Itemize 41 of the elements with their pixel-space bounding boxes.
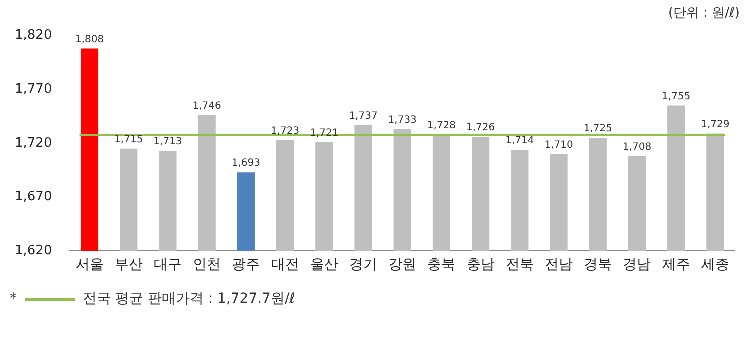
data-label: 1,715	[114, 134, 144, 146]
data-label: 1,755	[662, 91, 691, 102]
data-label: 1,729	[701, 119, 730, 130]
x-tick-label: 제주	[662, 257, 690, 274]
data-label: 1,708	[622, 142, 652, 154]
x-tick-label: 대구	[154, 257, 182, 274]
y-tick-label: 1,620	[15, 244, 52, 259]
x-tick-label: 부산	[114, 257, 143, 274]
data-label: 1,808	[75, 34, 104, 46]
x-tick-label: 강원	[388, 257, 417, 274]
x-tick-label: 인천	[193, 257, 222, 274]
data-label: 1,725	[584, 124, 612, 135]
data-label: 1,723	[270, 126, 300, 137]
x-tick-label: 울산	[310, 257, 338, 274]
x-tick-label: 전남	[545, 257, 574, 274]
data-label: 1,710	[544, 140, 574, 151]
x-tick-label: 광주	[232, 257, 260, 274]
x-tick-label: 서울	[76, 257, 104, 274]
text: (단위 : 원/ℓ)	[668, 5, 740, 22]
data-label: 1,746	[192, 101, 222, 112]
y-tick-label: 1,770	[15, 82, 52, 98]
x-tick-label: 경남	[623, 257, 652, 274]
x-tick-label: 세종	[701, 257, 730, 274]
data-label: 1,714	[506, 136, 534, 147]
data-label: 1,726	[466, 122, 496, 134]
data-label: 1,733	[388, 115, 417, 126]
data-label: 1,737	[349, 110, 378, 122]
x-tick-label: 전북	[506, 257, 534, 274]
text: *	[10, 291, 17, 307]
data-label: 1,713	[154, 136, 182, 148]
x-tick-label: 충북	[428, 257, 456, 274]
x-tick-label: 경기	[350, 257, 378, 274]
data-label: 1,693	[232, 158, 261, 170]
y-tick-label: 1,820	[15, 28, 52, 44]
x-tick-label: 충남	[466, 257, 495, 274]
y-tick-label: 1,720	[15, 136, 52, 151]
y-tick-label: 1,670	[15, 190, 52, 205]
x-tick-label: 경북	[584, 257, 612, 274]
data-label: 1,728	[427, 120, 456, 132]
legend-label: 전국 평균 판매가격 : 1,727.7원/ℓ	[83, 290, 296, 308]
x-tick-label: 대전	[271, 257, 300, 274]
